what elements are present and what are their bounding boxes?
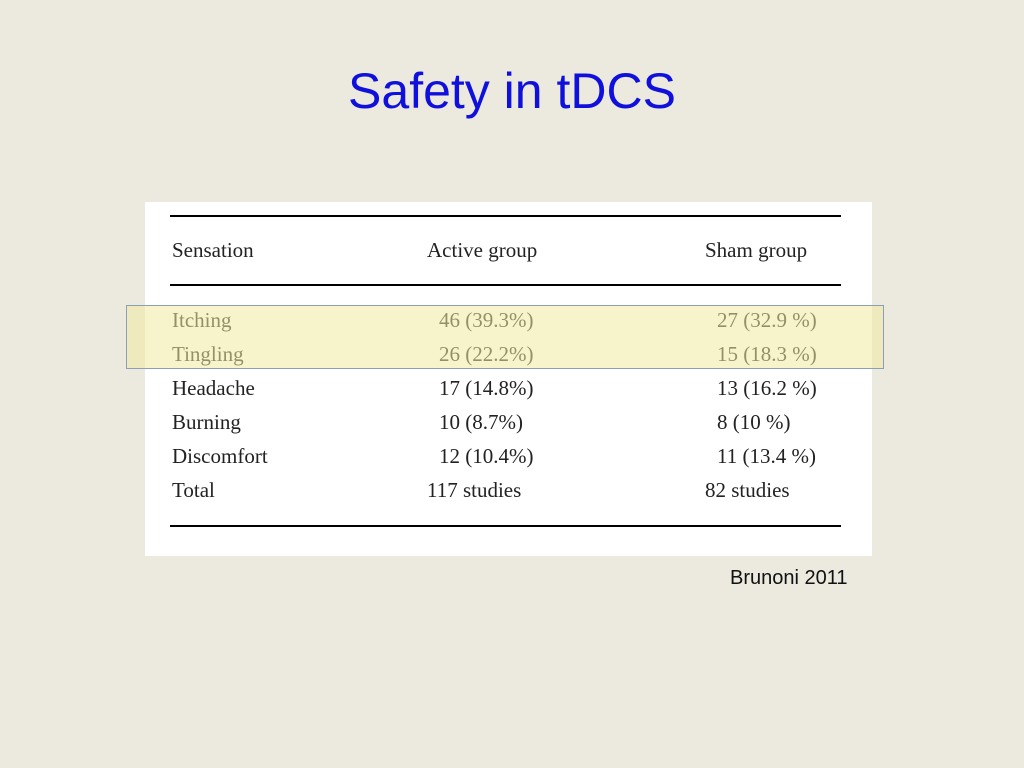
table-cell: 11 (13.4 %) bbox=[717, 444, 816, 468]
table-cell: Discomfort bbox=[172, 444, 268, 468]
table-cell: Active group bbox=[427, 238, 538, 262]
table-cell: 82 studies bbox=[705, 478, 790, 502]
table-cell: Burning bbox=[172, 410, 241, 434]
table-cell: 10 (8.7%) bbox=[439, 410, 523, 434]
table-cell: 17 (14.8%) bbox=[439, 376, 534, 400]
rule bbox=[170, 525, 841, 527]
table-cell: 117 studies bbox=[427, 478, 522, 502]
table-cell: Sham group bbox=[705, 238, 808, 262]
table-cell: Headache bbox=[172, 376, 255, 400]
table-cell: 8 (10 %) bbox=[717, 410, 791, 434]
rule bbox=[170, 284, 841, 286]
table-cell: 13 (16.2 %) bbox=[717, 376, 817, 400]
rule bbox=[170, 215, 841, 217]
table-cell: 12 (10.4%) bbox=[439, 444, 534, 468]
table-cell: Sensation bbox=[172, 238, 254, 262]
table-cell: Total bbox=[172, 478, 215, 502]
highlight bbox=[126, 305, 884, 369]
title: Safety in tDCS bbox=[348, 63, 676, 119]
citation: Brunoni 2011 bbox=[730, 567, 848, 589]
